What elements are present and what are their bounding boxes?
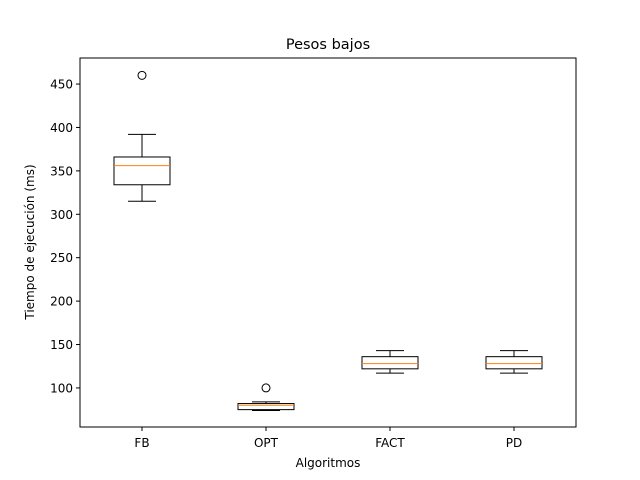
y-tick-label: 450 <box>50 78 73 92</box>
y-axis: 100 150 200 250 300 350 400 450 <box>50 78 80 395</box>
box-fb <box>113 70 171 202</box>
x-axis-label: Algoritmos <box>296 456 361 470</box>
outlier-point <box>261 383 271 393</box>
iqr-box <box>237 403 295 411</box>
x-tick-label: OPT <box>254 436 279 450</box>
chart-title: Pesos bajos <box>286 37 370 53</box>
y-tick-label: 300 <box>50 208 73 222</box>
y-tick-label: 200 <box>50 295 73 309</box>
plot-frame <box>79 57 577 428</box>
y-tick-label: 150 <box>50 338 73 352</box>
x-axis: FB OPT FACT PD <box>134 427 522 450</box>
plot-area <box>113 70 543 412</box>
x-tick-label: PD <box>506 436 522 450</box>
box-pd <box>485 350 543 374</box>
box-fact <box>361 350 419 374</box>
y-tick-label: 400 <box>50 121 73 135</box>
iqr-box <box>361 356 419 370</box>
y-tick-label: 350 <box>50 164 73 178</box>
y-tick-label: 100 <box>50 381 73 395</box>
box-opt <box>237 383 295 412</box>
iqr-box <box>113 156 171 186</box>
y-axis-label: Tiempo de ejecución (ms) <box>23 164 37 320</box>
x-tick-label: FACT <box>375 436 405 450</box>
outlier-point <box>137 70 147 80</box>
iqr-box <box>485 356 543 370</box>
y-tick-label: 250 <box>50 251 73 265</box>
x-tick-label: FB <box>134 436 149 450</box>
